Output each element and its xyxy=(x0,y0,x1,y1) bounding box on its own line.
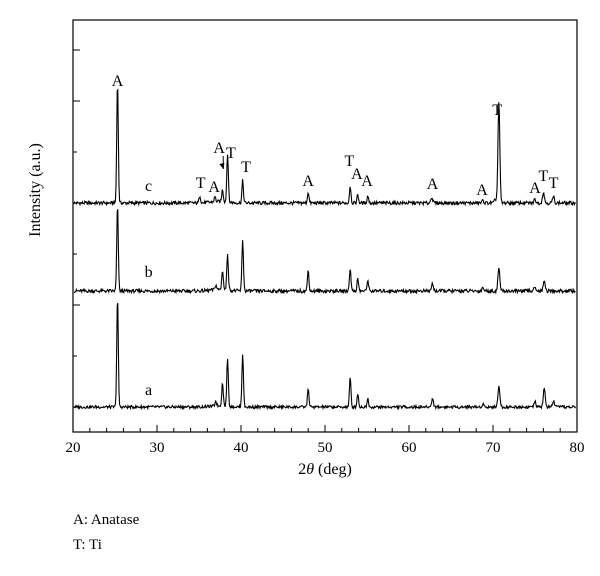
peak-label-A: A xyxy=(351,166,363,183)
peak-label-A: A xyxy=(529,180,541,197)
axes xyxy=(72,19,578,433)
series-labels: c b a xyxy=(145,178,153,399)
peak-label-A: A xyxy=(361,173,373,190)
peak-label-T: T xyxy=(226,145,236,162)
series-label-a: a xyxy=(145,382,152,399)
legend-anatase: A: Anatase xyxy=(73,512,140,528)
x-tick-label: 40 xyxy=(234,440,249,456)
x-tick-label: 60 xyxy=(402,440,417,456)
peak-label-A: A xyxy=(302,173,314,190)
x-tick-label: 30 xyxy=(150,440,165,456)
peak-label-A: A xyxy=(213,140,225,157)
peak-label-T: T xyxy=(196,175,206,192)
peak-label-T: T xyxy=(549,175,559,192)
x-axis-ticks: 20 30 40 50 60 70 80 xyxy=(66,425,585,456)
peak-label-A: A xyxy=(427,176,439,193)
annotation-arrowhead xyxy=(219,163,225,169)
series-line-c xyxy=(73,88,576,207)
peak-label-A: A xyxy=(476,182,488,199)
peak-label-A: A xyxy=(208,179,220,196)
series-label-c: c xyxy=(145,178,152,195)
x-tick-label: 80 xyxy=(570,440,585,456)
y-axis-label: Intensity (a.u.) xyxy=(27,143,44,237)
x-tick-label: 20 xyxy=(66,440,81,456)
peak-label-T: T xyxy=(539,168,549,185)
peak-label-T: T xyxy=(492,102,502,119)
legend-ti: T: Ti xyxy=(73,537,102,553)
series-line-a xyxy=(73,302,577,411)
plot-frame xyxy=(72,19,578,433)
series-lines xyxy=(73,88,577,411)
peak-label-T: T xyxy=(344,153,354,170)
x-tick-label: 70 xyxy=(486,440,501,456)
series-line-b xyxy=(73,209,576,295)
peak-label-T: T xyxy=(241,159,251,176)
peak-label-A: A xyxy=(112,73,124,90)
series-label-b: b xyxy=(145,264,153,281)
x-axis-label: 2θ (deg) xyxy=(298,461,352,478)
x-tick-label: 50 xyxy=(318,440,333,456)
